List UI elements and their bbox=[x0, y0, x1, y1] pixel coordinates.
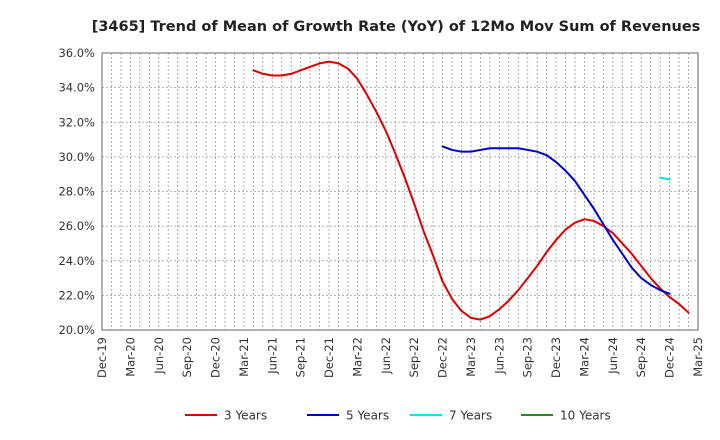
y-axis-ticks: 20.0% 22.0% 24.0% 26.0% 28.0% 30.0% 32.0% 34.0%… bbox=[58, 46, 95, 337]
y-tick-label: 20.0% bbox=[58, 323, 95, 337]
x-tick-label: Dec-21 bbox=[322, 337, 336, 378]
legend-label-3-years: 3 Years bbox=[224, 409, 267, 423]
y-tick-label: 32.0% bbox=[58, 115, 95, 129]
y-tick-label: 36.0% bbox=[58, 46, 95, 60]
series-line-3-years bbox=[252, 60, 690, 321]
x-tick-label: Dec-22 bbox=[436, 337, 450, 378]
x-tick-label: Jun-24 bbox=[606, 337, 620, 375]
y-tick-label: 22.0% bbox=[58, 288, 95, 302]
x-tick-label: Sep-23 bbox=[521, 337, 535, 377]
x-tick-label: Mar-24 bbox=[577, 337, 591, 377]
x-tick-label: Mar-25 bbox=[691, 337, 705, 377]
plot-area-frame bbox=[101, 52, 699, 331]
x-tick-label: Jun-22 bbox=[379, 337, 393, 375]
x-tick-label: Sep-22 bbox=[407, 337, 421, 377]
x-tick-label: Mar-23 bbox=[464, 337, 478, 377]
y-tick-label: 34.0% bbox=[58, 81, 95, 95]
x-tick-label: Jun-21 bbox=[265, 337, 279, 375]
series-line-5-years bbox=[441, 145, 671, 295]
legend-label-7-years: 7 Years bbox=[449, 409, 492, 423]
x-tick-label: Sep-21 bbox=[294, 337, 308, 377]
x-tick-label: Dec-19 bbox=[95, 337, 109, 378]
x-axis-ticks: Dec-19 Mar-20 Jun-20 Sep-20 Dec-20 Mar-21 Jun-… bbox=[95, 337, 705, 378]
x-tick-label: Dec-24 bbox=[663, 337, 677, 378]
x-tick-label: Dec-23 bbox=[549, 337, 563, 378]
x-tick-label: Dec-20 bbox=[209, 337, 223, 378]
x-tick-label: Jun-20 bbox=[152, 337, 166, 375]
grid bbox=[102, 53, 698, 330]
x-tick-label: Mar-22 bbox=[350, 337, 364, 377]
y-tick-label: 30.0% bbox=[58, 150, 95, 164]
x-tick-label: Jun-23 bbox=[492, 337, 506, 375]
series-line-7-years bbox=[659, 176, 671, 181]
y-tick-label: 26.0% bbox=[58, 219, 95, 233]
x-tick-label: Sep-24 bbox=[634, 337, 648, 377]
x-tick-label: Mar-20 bbox=[123, 337, 137, 377]
legend-label-5-years: 5 Years bbox=[346, 409, 389, 423]
series-lines bbox=[252, 60, 690, 321]
legend: 3 Years 5 Years 7 Years 10 Years bbox=[185, 409, 611, 423]
legend-label-10-years: 10 Years bbox=[560, 409, 611, 423]
y-tick-label: 24.0% bbox=[58, 254, 95, 268]
x-tick-label: Mar-21 bbox=[237, 337, 251, 377]
x-tick-label: Sep-20 bbox=[180, 337, 194, 377]
chart-title: [3465] Trend of Mean of Growth Rate (YoY… bbox=[92, 19, 701, 35]
y-tick-label: 28.0% bbox=[58, 185, 95, 199]
